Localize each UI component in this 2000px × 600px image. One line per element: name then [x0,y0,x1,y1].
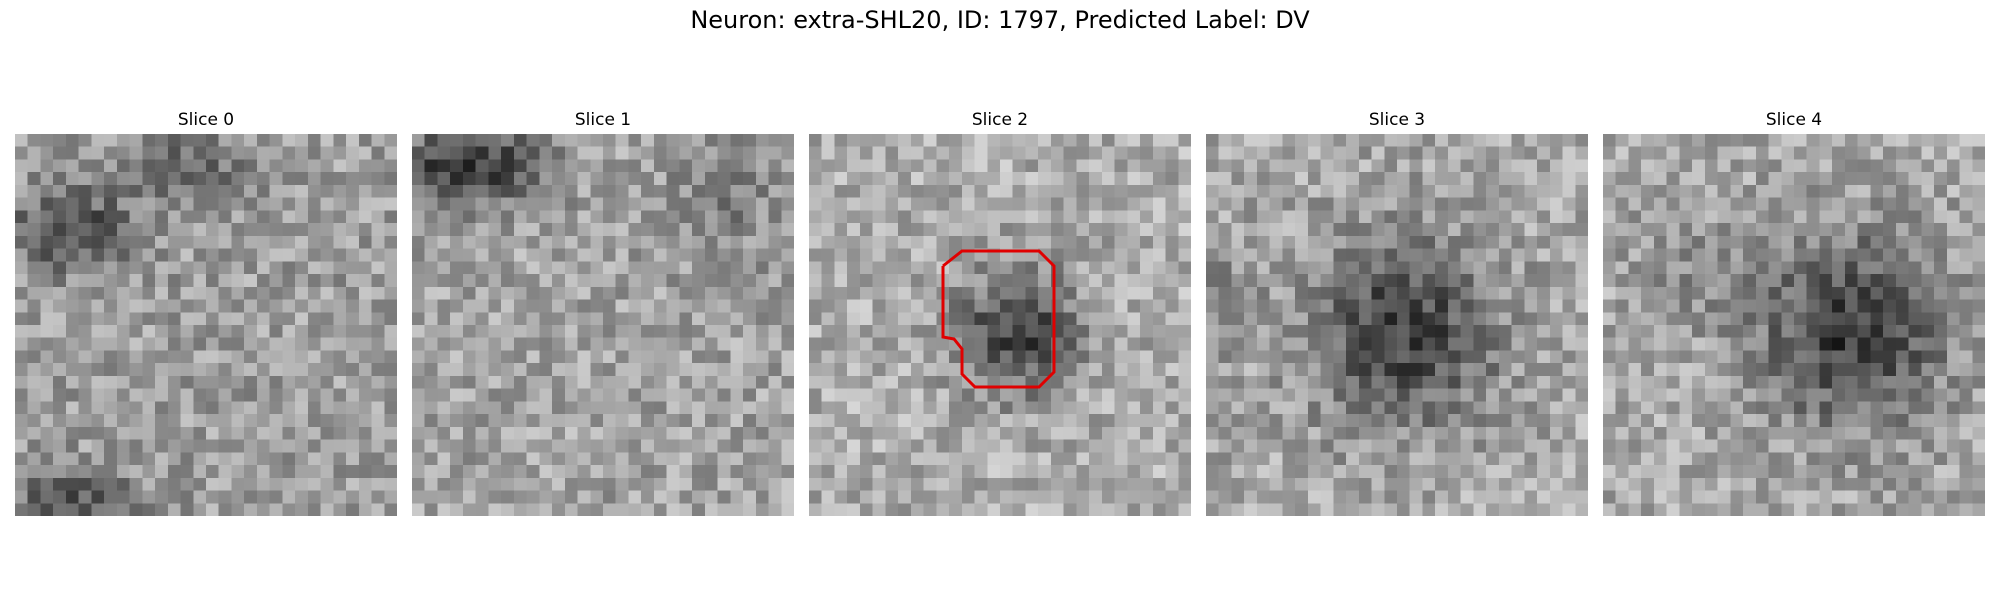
slice-image [15,134,397,516]
panel-slice-3: Slice 3 [1206,108,1588,516]
figure-title: Neuron: extra-SHL20, ID: 1797, Predicted… [690,6,1310,34]
panel-slice-0: Slice 0 [15,108,397,516]
panel-title: Slice 3 [1368,110,1426,130]
panel-title: Slice 2 [971,110,1029,130]
panel-title: Slice 1 [574,110,632,130]
panel-slice-4: Slice 4 [1603,108,1985,516]
slice-image [1603,134,1985,516]
slice-image [1206,134,1588,516]
roi-contour [941,249,1056,389]
roi-contour-line [941,249,1056,389]
panel-title: Slice 0 [177,110,235,130]
panel-title: Slice 4 [1765,110,1823,130]
panel-slice-1: Slice 1 [412,108,794,516]
slice-image [412,134,794,516]
panel-slice-2: Slice 2 [809,108,1191,516]
slice-image [809,134,1191,516]
